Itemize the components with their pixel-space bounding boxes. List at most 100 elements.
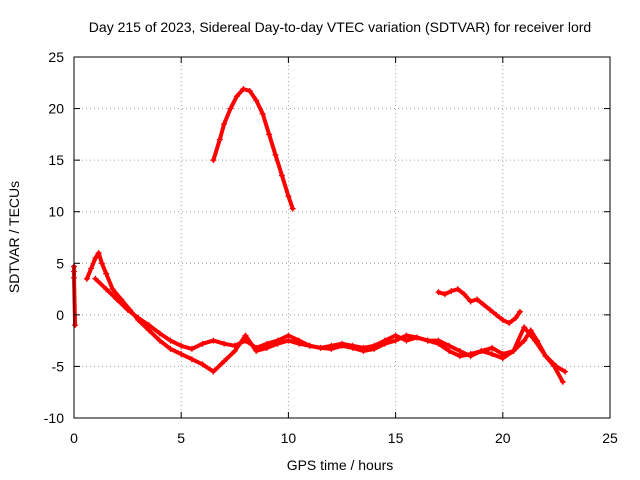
data-point-marker [199,340,206,347]
data-point-marker [156,330,163,337]
y-tick-label: 15 [48,152,64,168]
data-point-marker [210,368,217,375]
plot-frame [73,56,611,419]
data-point-marker [242,337,249,344]
data-point-marker [285,337,292,344]
series-arc-5 [435,286,523,327]
data-point-marker [216,136,223,143]
data-point-marker [167,345,174,352]
data-point-marker [559,378,566,385]
data-point-marker [103,270,110,277]
data-point-marker [210,337,217,344]
data-point-marker [506,320,513,327]
data-point-marker [272,151,279,158]
series-trace [93,276,567,374]
data-point-marker [510,347,517,354]
data-point-marker [95,249,102,256]
data-point-marker [146,322,153,329]
data-point-marker [103,286,110,293]
series-trace [84,251,565,384]
data-point-marker [227,105,234,112]
data-point-marker [542,353,549,360]
data-point-marker [435,340,442,347]
x-tick-label: 15 [388,430,404,446]
x-tick-label: 0 [70,430,78,446]
data-point-marker [188,345,195,352]
x-tick-label: 20 [495,430,511,446]
data-point-marker [360,344,367,351]
data-point-marker [242,332,249,339]
data-point-marker [553,363,560,370]
data-point-marker [231,347,238,354]
data-point-marker [392,337,399,344]
data-point-marker [516,308,523,315]
data-point-marker [221,340,228,347]
data-point-marker [456,347,463,354]
data-point-marker [178,351,185,358]
data-point-marker [493,311,500,318]
series-arc-3 [92,275,568,375]
data-point-marker [489,344,496,351]
data-point-marker [454,286,461,293]
axis-ticks: 0 5 10 15 20 25 -10 -5 0 5 10 15 20 25 [44,49,618,446]
data-point-marker [414,334,421,341]
data-point-marker [424,337,431,344]
data-point-marker [435,289,442,296]
data-point-marker [98,260,105,267]
data-point-marker [461,291,468,298]
y-tick-label: 20 [48,101,64,117]
data-point-marker [339,340,345,347]
data-point-marker [88,265,95,272]
data-point-marker [92,275,99,282]
data-point-marker [221,358,228,365]
data-point-marker [489,351,496,358]
y-tick-label: 5 [56,255,64,271]
data-point-marker [328,342,335,349]
data-point-marker [521,324,528,331]
data-point-marker [448,288,455,295]
data-point-marker [210,157,217,164]
series-trace [436,287,522,326]
data-point-marker [83,275,90,282]
data-point-marker [178,342,185,349]
data-point-marker [561,368,568,375]
data-point-marker [156,337,163,344]
data-point-marker [296,337,303,344]
y-tick-label: 0 [56,307,64,323]
data-point-marker [263,340,270,347]
y-tick-label: 25 [48,49,64,65]
series-arc-1 [71,263,79,329]
data-point-marker [266,131,273,138]
data-point-marker [478,347,485,354]
data-points [71,85,568,385]
data-point-marker [285,332,292,339]
data-point-marker [221,121,228,128]
data-point-marker [499,317,506,324]
data-point-marker [403,332,410,339]
data-point-marker [349,342,356,349]
data-point-marker [231,342,238,349]
x-tick-label: 10 [281,430,297,446]
data-point-marker [456,353,463,360]
data-point-marker [246,88,253,95]
data-point-marker [274,337,281,344]
chart-title: Day 215 of 2023, Sidereal Day-to-day VTE… [89,19,591,35]
data-point-marker [474,296,481,303]
data-point-marker [199,361,206,368]
data-point-marker [285,193,292,200]
data-point-marker [381,337,388,344]
data-point-marker [233,93,240,100]
data-point-marker [240,85,247,92]
data-point-marker [167,337,174,344]
data-point-marker [441,291,448,298]
data-point-marker [92,255,99,262]
data-point-marker [317,344,324,351]
data-point-marker [188,356,195,363]
data-point-marker [259,110,266,117]
y-tick-label: 10 [48,204,64,220]
data-point-marker [113,296,120,303]
series-trace [211,87,295,211]
data-point-marker [135,314,142,321]
data-point-marker [467,351,474,358]
